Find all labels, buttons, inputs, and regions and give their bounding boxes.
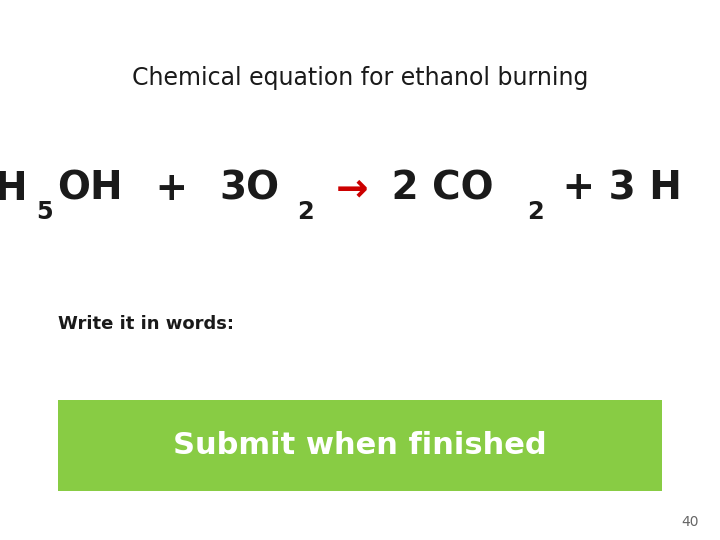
Text: Submit when finished: Submit when finished <box>174 431 546 460</box>
Text: H: H <box>0 170 27 208</box>
Text: →: → <box>336 170 369 208</box>
Text: 2 CO: 2 CO <box>378 170 493 208</box>
FancyBboxPatch shape <box>58 400 662 491</box>
Text: 2: 2 <box>527 200 544 224</box>
Text: OH: OH <box>58 170 123 208</box>
Text: 40: 40 <box>681 515 698 529</box>
Text: +: + <box>143 170 202 208</box>
Text: 2: 2 <box>297 200 313 224</box>
Text: 3O: 3O <box>219 170 279 208</box>
Text: 5: 5 <box>36 200 53 224</box>
Text: + 3 H: + 3 H <box>549 170 682 208</box>
Text: Write it in words:: Write it in words: <box>58 315 233 333</box>
Text: Chemical equation for ethanol burning: Chemical equation for ethanol burning <box>132 66 588 90</box>
